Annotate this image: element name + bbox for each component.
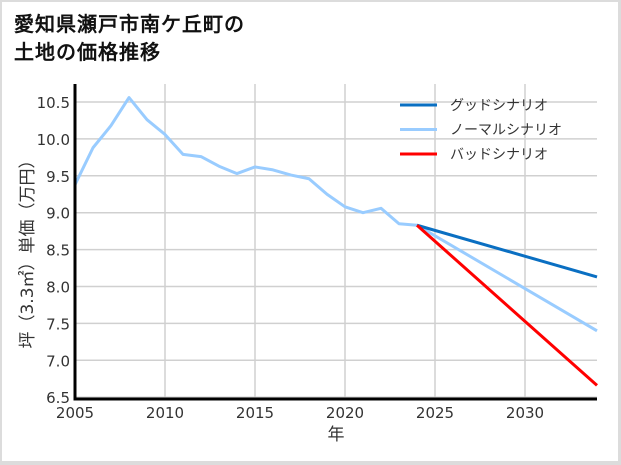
y-tick-label: 7.0 [46,352,70,370]
title-line-2: 土地の価格推移 [14,40,161,64]
x-axis-label: 年 [328,425,345,445]
legend-label: バッドシナリオ [450,147,548,163]
y-tick-label: 6.5 [46,389,70,407]
x-tick-label: 2015 [236,404,274,422]
x-tick-label: 2025 [416,404,454,422]
y-tick-label: 7.5 [46,315,70,333]
chart-frame [2,2,618,461]
y-axis-label: 坪（3.3㎡）単価（万円） [18,151,38,348]
x-tick-label: 2005 [56,404,94,422]
title-line-1: 愛知県瀬戸市南ケ丘町の [14,12,245,36]
series-line [416,224,598,387]
tick-labels: 2005 2010 2015 2020 2025 2030 6.5 7.0 7.5 8.0 8.5 9… [37,94,545,422]
data-series [73,96,598,387]
series-line [416,223,598,279]
x-tick-label: 2010 [146,404,184,422]
y-tick-label: 8.0 [46,279,70,297]
legend-label: グッドシナリオ [450,98,548,114]
y-tick-label: 10.0 [37,131,70,149]
y-tick-label: 9.5 [46,168,70,186]
axes [73,84,597,401]
x-tick-label: 2020 [326,404,364,422]
series-line [73,96,598,333]
y-tick-label: 8.5 [46,242,70,260]
legend-label: ノーマルシナリオ [450,123,562,139]
y-tick-label: 10.5 [37,94,70,112]
x-tick-label: 2030 [506,404,544,422]
chart-title: 愛知県瀬戸市南ケ丘町の 土地の価格推移 [14,10,245,66]
y-tick-label: 9.0 [46,205,70,223]
